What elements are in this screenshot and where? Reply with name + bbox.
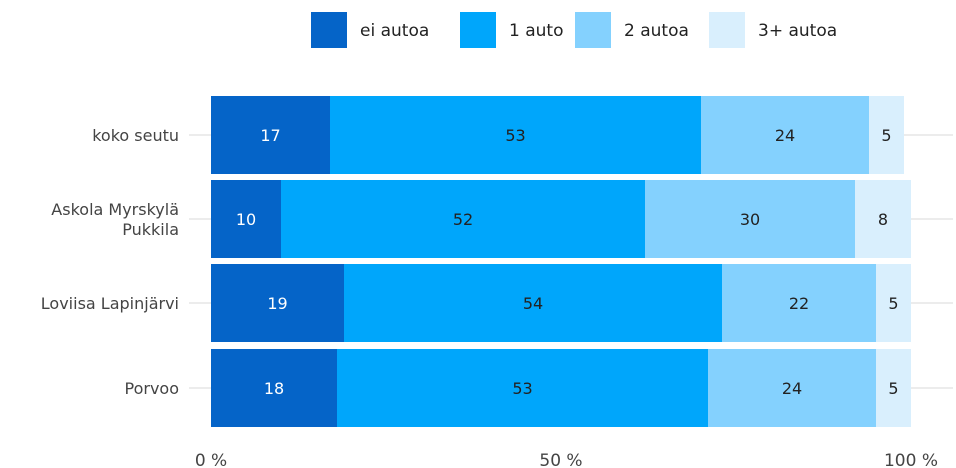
bar-value-label: 5	[888, 379, 898, 398]
bar-value-label: 10	[236, 210, 256, 229]
category-labels: koko seutu Askola Myrskylä Pukkila Loviisa …	[41, 126, 179, 398]
legend-label: 2 autoa	[624, 21, 689, 41]
legend-label: ei autoa	[360, 21, 429, 41]
category-label: Loviisa Lapinjärvi	[41, 294, 179, 313]
legend-swatch	[709, 12, 745, 48]
category-label: Porvoo	[125, 379, 180, 398]
x-tick-label: 50 %	[539, 451, 582, 468]
bar-value-label: 30	[740, 210, 760, 229]
x-axis-ticks: 0 % 50 % 100 %	[195, 451, 938, 468]
bar-value-label: 24	[775, 126, 795, 145]
bar-value-label: 24	[782, 379, 802, 398]
bar-value-label: 52	[453, 210, 473, 229]
legend-label: 3+ autoa	[758, 21, 837, 41]
bar-value-label: 53	[505, 126, 525, 145]
category-label: Askola Myrskylä Pukkila	[51, 200, 179, 239]
bar-value-label: 8	[878, 210, 888, 229]
legend-swatch	[575, 12, 611, 48]
legend: ei autoa 1 auto 2 autoa 3+ autoa	[311, 12, 837, 48]
bar-value-label: 22	[789, 294, 809, 313]
legend-swatch	[460, 12, 496, 48]
legend-label: 1 auto	[509, 21, 563, 41]
legend-swatch	[311, 12, 347, 48]
x-tick-label: 100 %	[884, 451, 938, 468]
bar-value-label: 54	[523, 294, 543, 313]
x-tick-label: 0 %	[195, 451, 227, 468]
bar-value-label: 19	[267, 294, 287, 313]
bar-value-label: 5	[881, 126, 891, 145]
category-label: koko seutu	[92, 126, 179, 145]
bar-value-label: 18	[264, 379, 284, 398]
bar-value-label: 53	[512, 379, 532, 398]
bar-value-label: 5	[888, 294, 898, 313]
bar-value-label: 17	[260, 126, 280, 145]
bars: 17 53 24 5 10 52 30 8 19 54 22 5 18 53 24 5	[211, 96, 911, 427]
